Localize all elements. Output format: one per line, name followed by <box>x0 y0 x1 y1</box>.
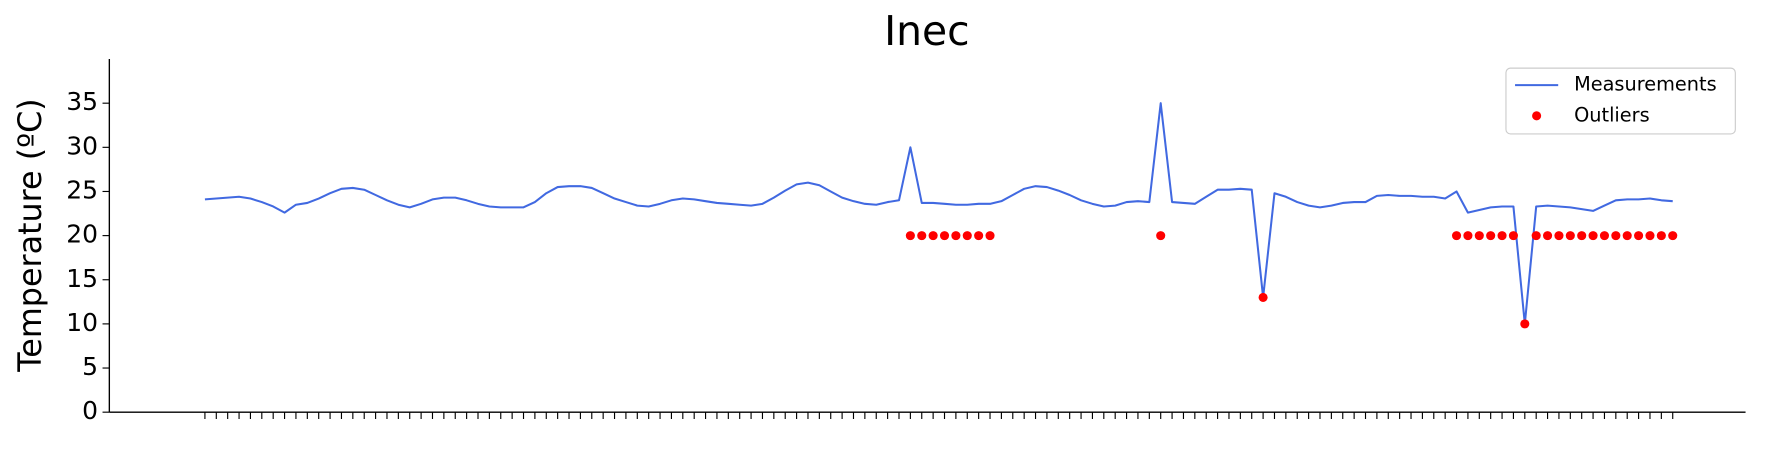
outlier-point <box>985 231 995 241</box>
legend-marker <box>1532 111 1542 121</box>
outlier-point <box>1497 231 1507 241</box>
y-tick-label: 25 <box>66 175 98 204</box>
outlier-point <box>939 231 950 241</box>
chart-title: Inec <box>884 7 970 55</box>
outlier-point <box>1520 319 1530 329</box>
outlier-point <box>951 231 961 241</box>
outlier-point <box>905 231 915 241</box>
outlier-point <box>1508 231 1518 241</box>
outlier-point <box>917 231 927 241</box>
y-axis-label: Temperature (ºC) <box>12 98 49 372</box>
outlier-point <box>1531 231 1541 241</box>
y-tick-label: 10 <box>66 308 98 337</box>
outlier-point <box>974 231 984 241</box>
outlier-point <box>1486 231 1496 241</box>
outlier-point <box>1599 231 1609 241</box>
legend-label: Outliers <box>1574 103 1650 126</box>
y-tick-label: 30 <box>66 131 98 160</box>
outlier-point <box>1554 231 1564 241</box>
y-tick-label: 5 <box>82 352 98 381</box>
legend-label: Measurements <box>1574 73 1717 96</box>
legend-box <box>1505 67 1736 135</box>
outlier-point <box>962 231 972 241</box>
y-tick-label: 0 <box>82 396 98 425</box>
y-tick-label: 35 <box>66 87 98 116</box>
outlier-point <box>1156 231 1166 241</box>
y-tick-label: 20 <box>66 220 98 249</box>
outlier-point <box>928 231 938 241</box>
outlier-point <box>1474 231 1484 241</box>
outlier-point <box>1656 231 1666 241</box>
outlier-point <box>1451 231 1462 241</box>
outlier-point <box>1463 231 1473 241</box>
outlier-point <box>1645 231 1655 241</box>
outlier-point <box>1622 231 1632 241</box>
y-tick-label: 15 <box>66 264 98 293</box>
outlier-point <box>1258 292 1268 302</box>
outlier-point <box>1577 231 1587 241</box>
outlier-point <box>1543 231 1553 241</box>
outlier-point <box>1588 231 1598 241</box>
outlier-point <box>1668 231 1678 241</box>
outlier-point <box>1565 231 1575 241</box>
outlier-point <box>1634 231 1644 241</box>
outlier-point <box>1611 231 1621 241</box>
measurement-line <box>204 102 1673 325</box>
